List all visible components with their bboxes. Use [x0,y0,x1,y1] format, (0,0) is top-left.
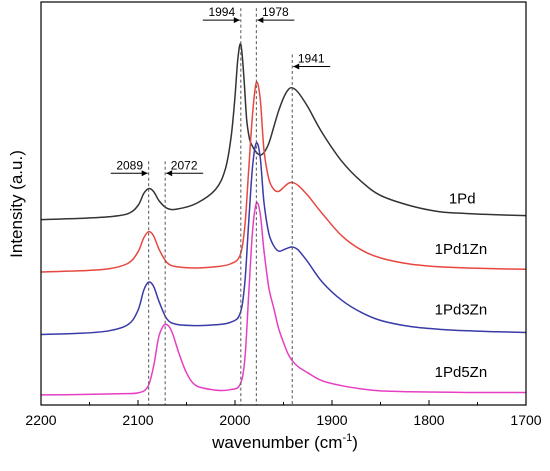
ref-arrowhead-2089 [141,170,148,177]
ref-arrowhead-2072 [166,170,173,177]
x-tick-label-2100: 2100 [122,412,153,428]
ref-arrowhead-1978 [257,17,264,24]
ref-label-2089: 2089 [116,158,143,172]
series-layer [40,43,527,396]
series-label-1pd3zn: 1Pd3Zn [435,301,488,318]
series-line-1pd5zn [40,201,526,396]
x-tick-label-1700: 1700 [510,412,541,428]
ref-label-2072: 2072 [171,158,198,172]
series-line-1pd3zn [40,142,527,336]
ref-label-1994: 1994 [208,5,235,19]
x-tick-label-2000: 2000 [219,412,250,428]
ref-label-1978: 1978 [262,5,289,19]
series-labels: 1Pd 1Pd1Zn 1Pd3Zn 1Pd5Zn [435,191,488,381]
y-axis-label: Intensity (a.u.) [7,150,26,258]
ref-label-1941: 1941 [298,51,325,65]
ref-arrowhead-1994 [233,17,240,24]
x-tick-label-2200: 2200 [25,412,56,428]
x-axis-ticks: 2200 2100 2000 1900 1800 1700 [25,400,542,428]
reference-lines: 2089 2072 1994 1978 1941 [110,5,331,405]
x-axis-label: wavenumber (cm-1) [211,432,358,452]
series-label-1pd5zn: 1Pd5Zn [435,364,488,381]
x-tick-label-1900: 1900 [316,412,347,428]
series-line-1pd1zn [40,81,527,273]
series-label-1pd1zn: 1Pd1Zn [435,241,488,258]
ref-arrowhead-1941 [293,63,300,70]
x-tick-label-1800: 1800 [413,412,444,428]
series-label-1pd: 1Pd [449,191,476,208]
